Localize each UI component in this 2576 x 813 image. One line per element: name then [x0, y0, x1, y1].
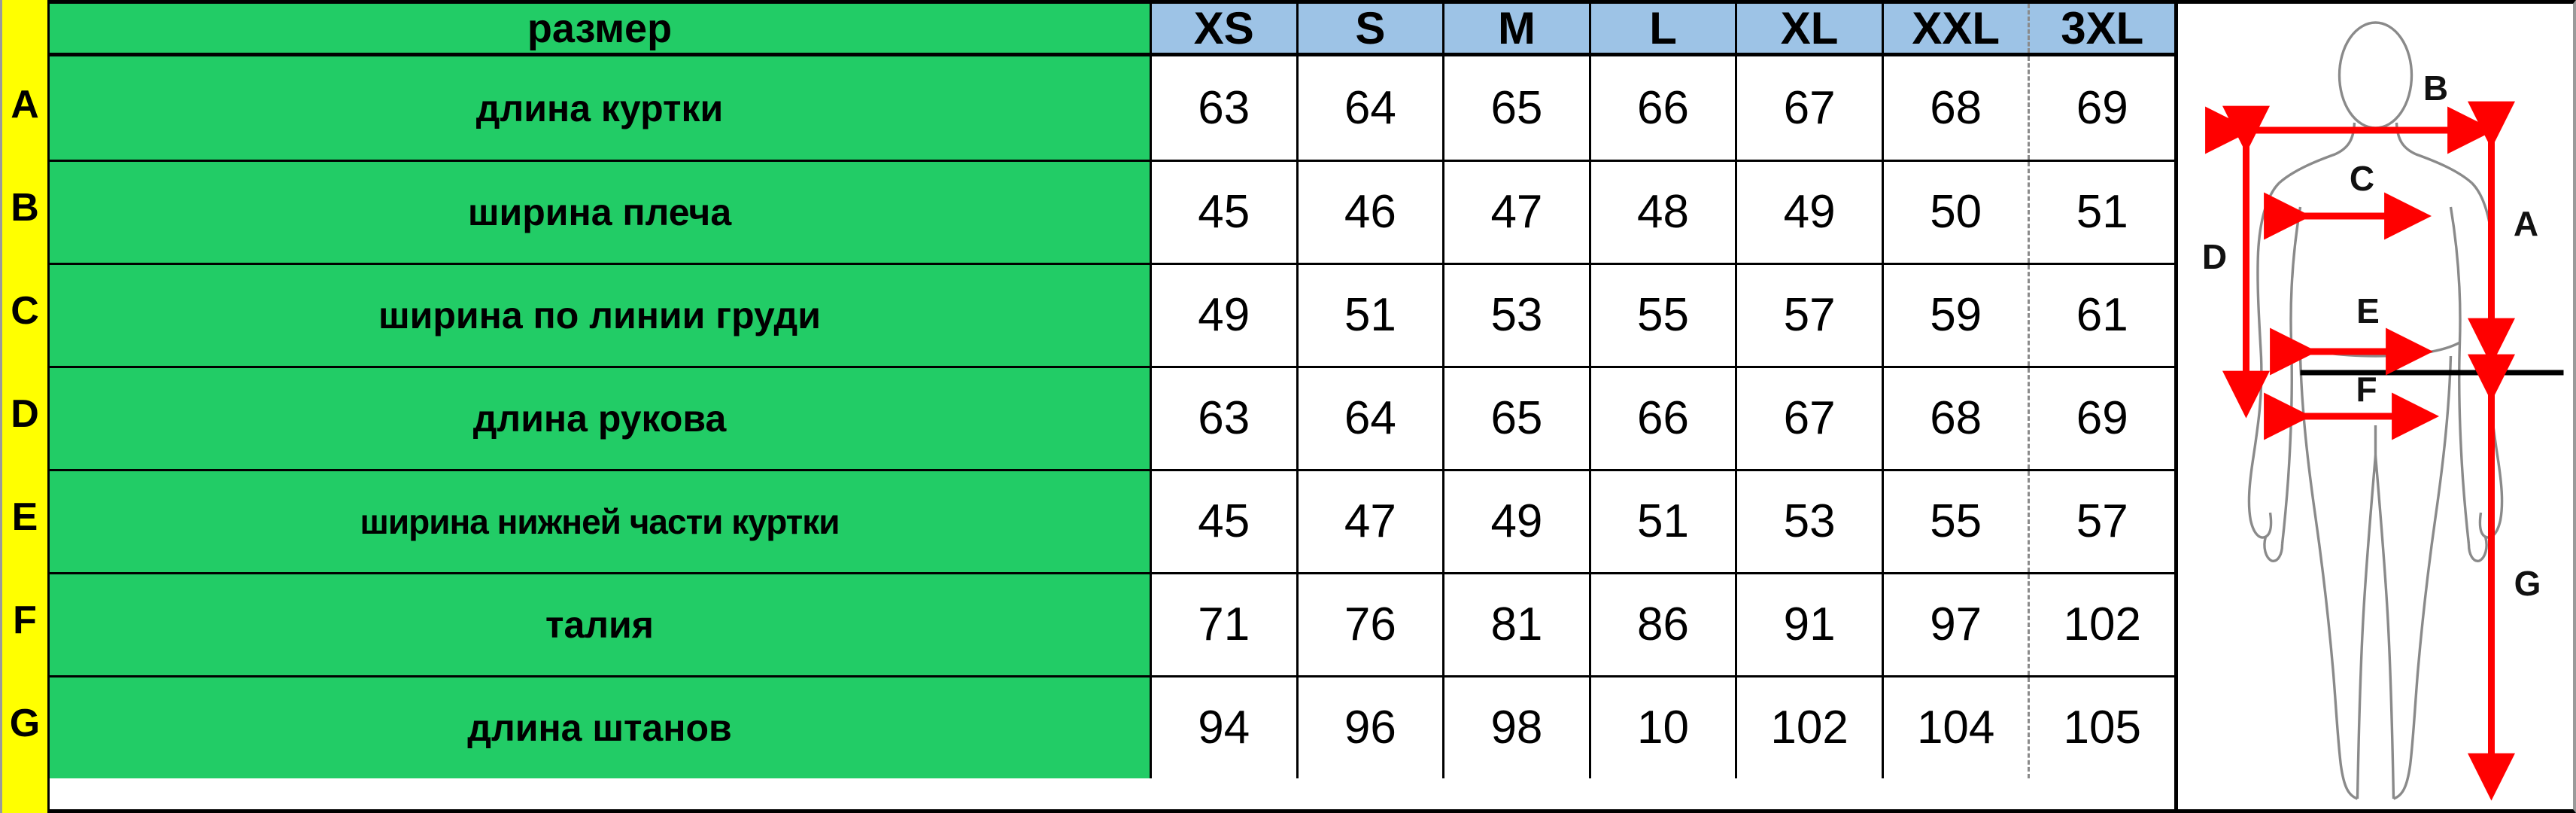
cell-f-l: 86 — [1590, 574, 1738, 675]
cell-g-3xl: 105 — [2028, 678, 2175, 778]
diagram-label-b: B — [2423, 69, 2448, 108]
cell-b-xs: 45 — [1152, 162, 1299, 263]
cell-c-xs: 49 — [1152, 265, 1299, 366]
cell-f-3xl: 102 — [2028, 574, 2175, 675]
cell-b-s: 46 — [1298, 162, 1445, 263]
row-label-g: длина штанов — [50, 678, 1152, 778]
row-label-e: ширина нижней части куртки — [50, 471, 1152, 572]
diagram-label-f: F — [2356, 370, 2377, 409]
cell-d-xs: 63 — [1152, 368, 1299, 469]
row-label-f: талия — [50, 574, 1152, 675]
table-row-b: ширина плеча 45 46 47 48 49 50 51 — [50, 160, 2175, 263]
header-size-m: M — [1444, 4, 1591, 53]
cell-e-xl: 53 — [1737, 471, 1884, 572]
table-row-e: ширина нижней части куртки 45 47 49 51 5… — [50, 469, 2175, 572]
diagram-label-d: D — [2202, 237, 2227, 276]
cell-f-xl: 91 — [1737, 574, 1884, 675]
table-row-a: длина куртки 63 64 65 66 67 68 69 — [50, 56, 2175, 160]
cell-d-m: 65 — [1444, 368, 1591, 469]
index-letter-d: D — [11, 391, 39, 436]
cell-f-m: 81 — [1444, 574, 1591, 675]
diagram-label-a: A — [2514, 204, 2538, 243]
index-letter-b: B — [11, 185, 39, 230]
cell-e-3xl: 57 — [2028, 471, 2175, 572]
header-size-xxl: XXL — [1883, 4, 2031, 53]
diagram-label-g: G — [2514, 564, 2541, 603]
header-size-xs: XS — [1152, 4, 1299, 53]
row-label-c: ширина по линии груди — [50, 265, 1152, 366]
cell-c-xl: 57 — [1737, 265, 1884, 366]
cell-d-xxl: 68 — [1883, 368, 2031, 469]
cell-a-xs: 63 — [1152, 56, 1299, 160]
table-row-f: талия 71 76 81 86 91 97 102 — [50, 572, 2175, 675]
cell-g-xxl: 104 — [1883, 678, 2031, 778]
index-letter-a: A — [11, 82, 39, 126]
header-size-label: размер — [50, 4, 1152, 53]
cell-e-xxl: 55 — [1883, 471, 2031, 572]
cell-g-xs: 94 — [1152, 678, 1299, 778]
cell-c-3xl: 61 — [2028, 265, 2175, 366]
header-size-xl: XL — [1737, 4, 1884, 53]
cell-d-s: 64 — [1298, 368, 1445, 469]
cell-b-m: 47 — [1444, 162, 1591, 263]
cell-e-s: 47 — [1298, 471, 1445, 572]
cell-a-xl: 67 — [1737, 56, 1884, 160]
human-figure-outline — [2247, 21, 2504, 800]
row-label-d: длина рукова — [50, 368, 1152, 469]
header-size-3xl: 3XL — [2028, 4, 2175, 53]
header-size-s: S — [1298, 4, 1445, 53]
body-diagram-svg: B A D C E F G — [2202, 21, 2564, 801]
table-row-c: ширина по линии груди 49 51 53 55 57 59 … — [50, 263, 2175, 366]
cell-g-s: 96 — [1298, 678, 1445, 778]
cell-b-3xl: 51 — [2028, 162, 2175, 263]
row-label-b: ширина плеча — [50, 162, 1152, 263]
cell-f-xxl: 97 — [1883, 574, 2031, 675]
cell-e-l: 51 — [1590, 471, 1738, 572]
cell-b-xl: 49 — [1737, 162, 1884, 263]
cell-a-s: 64 — [1298, 56, 1445, 160]
header-size-l: L — [1590, 4, 1738, 53]
cell-e-m: 49 — [1444, 471, 1591, 572]
cell-d-3xl: 69 — [2028, 368, 2175, 469]
cell-g-xl: 102 — [1737, 678, 1884, 778]
cell-c-s: 51 — [1298, 265, 1445, 366]
cell-a-l: 66 — [1590, 56, 1738, 160]
cell-a-xxl: 68 — [1883, 56, 2031, 160]
table-row-d: длина рукова 63 64 65 66 67 68 69 — [50, 366, 2175, 469]
cell-c-xxl: 59 — [1883, 265, 2031, 366]
index-header-cell — [2, 0, 47, 53]
index-letter-c: C — [11, 288, 39, 333]
cell-c-l: 55 — [1590, 265, 1738, 366]
index-letter-e: E — [11, 495, 38, 539]
cell-f-xs: 71 — [1152, 574, 1299, 675]
cell-b-l: 48 — [1590, 162, 1738, 263]
table-row-g: длина штанов 94 96 98 10 102 104 105 — [50, 675, 2175, 778]
cell-b-xxl: 50 — [1883, 162, 2031, 263]
body-measurement-diagram: B A D C E F G — [2178, 0, 2576, 813]
diagram-label-c: C — [2350, 159, 2374, 198]
index-letter-g: G — [9, 701, 41, 745]
cell-d-l: 66 — [1590, 368, 1738, 469]
cell-g-m: 98 — [1444, 678, 1591, 778]
row-label-a: длина куртки — [50, 56, 1152, 160]
cell-f-s: 76 — [1298, 574, 1445, 675]
cell-c-m: 53 — [1444, 265, 1591, 366]
diagram-label-e: E — [2356, 291, 2380, 330]
cell-e-xs: 45 — [1152, 471, 1299, 572]
cell-g-l: 10 — [1590, 678, 1738, 778]
cell-a-m: 65 — [1444, 56, 1591, 160]
table-header-row: размер XS S M L XL XXL 3XL — [50, 4, 2175, 56]
cell-a-3xl: 69 — [2028, 56, 2175, 160]
measurements-table: размер XS S M L XL XXL 3XL длина куртки … — [50, 0, 2178, 813]
cell-d-xl: 67 — [1737, 368, 1884, 469]
letter-index-column: A B C D E F G — [0, 0, 50, 813]
index-letter-f: F — [13, 598, 37, 642]
